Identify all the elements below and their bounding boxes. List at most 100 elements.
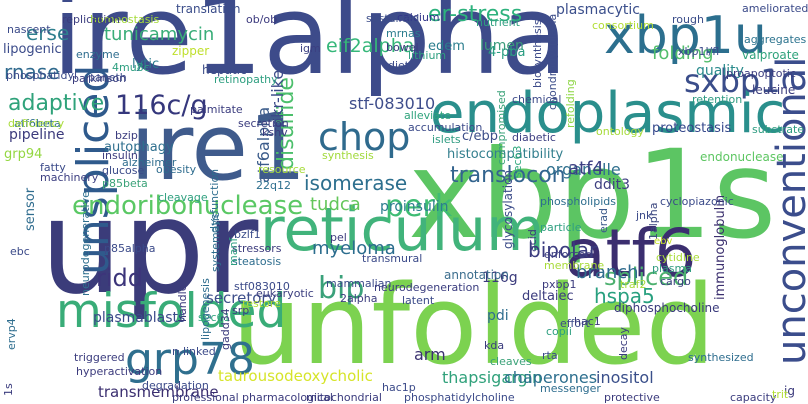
cloud-word: 22q12 xyxy=(256,179,291,192)
cloud-word: ire1alpha xyxy=(52,0,568,99)
cloud-word: accumulation xyxy=(408,121,483,134)
cloud-word: jnk xyxy=(636,209,653,222)
cloud-word: ig xyxy=(784,384,795,398)
cloud-word: retinopathy xyxy=(214,73,278,86)
cloud-word: organelle xyxy=(546,160,621,179)
cloud-word: cleavage xyxy=(158,191,208,204)
cloud-word: xbp1s xyxy=(408,124,777,266)
cloud-word: n-linked xyxy=(172,345,216,358)
cloud-word: ameliorated xyxy=(742,2,808,15)
cloud-word: trit xyxy=(772,388,789,401)
cloud-word: spliced xyxy=(604,263,689,291)
cloud-word: secretory xyxy=(206,289,277,307)
cloud-word: zipper xyxy=(172,44,210,58)
cloud-word: glucose xyxy=(102,164,145,177)
cloud-word: consortium xyxy=(592,19,654,32)
cloud-word: p85beta xyxy=(102,177,148,190)
cloud-word: calcium xyxy=(397,11,440,24)
cloud-word: handle xyxy=(176,284,189,323)
cloud-word: restore xyxy=(242,297,281,310)
cloud-word: folding xyxy=(652,43,714,64)
cloud-word: islets xyxy=(432,133,461,146)
cloud-word: atf6 xyxy=(565,215,697,292)
cloud-word: phosphatidylcholine xyxy=(404,391,515,404)
cloud-word: dysfunction xyxy=(208,168,221,233)
cloud-word: sec61 xyxy=(198,311,231,324)
cloud-word: atf6beta xyxy=(14,117,61,130)
cloud-word: sustained xyxy=(366,12,420,25)
cloud-word: hac1p xyxy=(382,381,416,394)
cloud-word: valproate xyxy=(742,48,799,62)
cloud-word: myeloma xyxy=(312,238,396,259)
cloud-word: traf2 xyxy=(620,278,647,291)
cloud-word: deficiency xyxy=(8,117,65,130)
cloud-word: inositol xyxy=(596,368,654,387)
cloud-word: unconventional xyxy=(769,56,808,365)
cloud-word: refolding xyxy=(564,79,577,128)
cloud-word: ob/ob xyxy=(246,13,278,26)
cloud-word: plasmacytic xyxy=(556,2,640,18)
cloud-word: cargo xyxy=(660,275,691,288)
cloud-word: branch xyxy=(576,262,639,283)
cloud-word: messenger xyxy=(540,382,601,395)
cloud-word: deltaiec xyxy=(522,289,574,304)
cloud-word: igm xyxy=(300,42,321,55)
cloud-word: 116g xyxy=(482,270,518,286)
cloud-word: aggregates xyxy=(744,33,807,46)
cloud-word: alzheimer xyxy=(122,156,177,169)
cloud-word: 4-pba xyxy=(488,45,526,60)
cloud-word: bowel xyxy=(386,41,419,54)
cloud-word: insulin xyxy=(102,149,138,162)
cloud-word: neurodegeneration xyxy=(374,281,480,294)
cloud-word: endonuclease xyxy=(700,150,784,164)
cloud-word: immunoglobulin xyxy=(713,194,728,300)
cloud-word: ddit3 xyxy=(594,177,631,193)
cloud-word: tunicamycin xyxy=(104,24,215,45)
cloud-word: pipeline xyxy=(9,127,65,143)
cloud-word: srp xyxy=(232,304,250,317)
cloud-word: plasma xyxy=(652,262,692,275)
cloud-word: diabetic xyxy=(512,131,556,144)
cloud-word: palmitate xyxy=(190,103,243,116)
cloud-word: endoplasmic xyxy=(430,81,786,146)
cloud-word: proteostasis xyxy=(652,121,732,136)
cloud-word: triggered xyxy=(74,351,125,364)
cloud-word: stf-083010 xyxy=(349,94,436,113)
cloud-word: bzip xyxy=(115,129,138,142)
cloud-word: stf083010 xyxy=(234,280,290,293)
cloud-word: annotation xyxy=(444,268,509,282)
cloud-word: xbp1u xyxy=(604,6,767,66)
cloud-word: fatty xyxy=(40,161,66,174)
cloud-word: pharmacological xyxy=(242,391,333,404)
cloud-word: transmural xyxy=(362,252,423,265)
cloud-word: lipogenic xyxy=(3,42,62,57)
cloud-word: protective xyxy=(604,391,660,404)
cloud-word: particle xyxy=(540,221,582,234)
cloud-word: cyclopiazonic xyxy=(660,195,734,208)
cloud-word: edem xyxy=(428,39,465,54)
cloud-word: machinery xyxy=(40,171,99,184)
cloud-word: hac1 xyxy=(574,315,601,328)
cloud-word: proinsulin xyxy=(380,199,449,215)
cloud-word: thapsigargin xyxy=(442,368,543,387)
cloud-word: diphosphocholine xyxy=(614,301,720,315)
cloud-word: homeostasis xyxy=(90,13,160,26)
cloud-word: ebc xyxy=(10,245,30,258)
cloud-word: steatosis xyxy=(232,255,282,268)
cloud-word: lumen xyxy=(480,38,524,54)
cloud-word: phosphatidyl xyxy=(6,69,78,82)
cloud-word: p85alpha xyxy=(104,242,156,255)
cloud-word: mitochondrial xyxy=(306,391,382,404)
cloud-word: arm xyxy=(414,345,446,364)
cloud-word: lipogenesis xyxy=(199,278,212,340)
cloud-word: atf4 xyxy=(568,158,604,179)
cloud-word: leucine xyxy=(752,83,796,97)
cloud-word: histocompatibility xyxy=(447,147,564,162)
cloud-word: proapoptotic xyxy=(726,67,796,80)
cloud-word: compromised xyxy=(495,90,508,165)
cloud-word: capacity xyxy=(730,391,777,404)
cloud-word: chaperones xyxy=(504,368,598,387)
cloud-word: gadd34 xyxy=(219,308,232,350)
cloud-word: cleaves xyxy=(490,355,532,368)
